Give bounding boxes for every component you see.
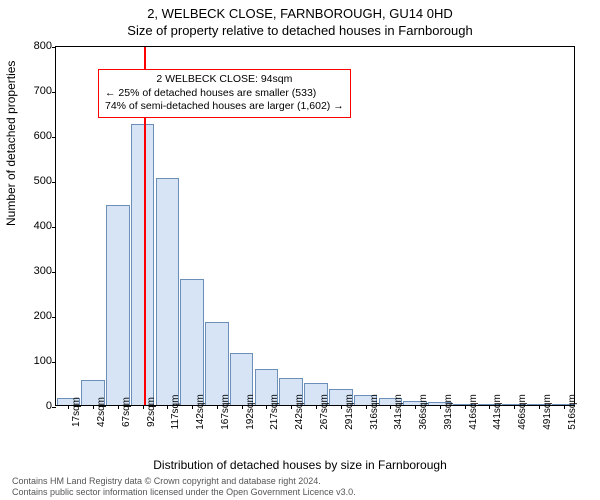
xtick-label: 366sqm [418,394,429,430]
ytick-label: 100 [34,355,52,367]
ytick-label: 500 [34,175,52,187]
ytick-mark [52,47,56,48]
xtick-mark [242,405,243,409]
ytick-mark [52,317,56,318]
footer-line1: Contains HM Land Registry data © Crown c… [12,476,588,487]
xtick-label: 142sqm [195,394,206,430]
xtick-label: 491sqm [542,394,553,430]
xtick-label: 341sqm [393,394,404,430]
x-axis-label: Distribution of detached houses by size … [0,458,600,472]
ytick-mark [52,92,56,93]
xtick-mark [291,405,292,409]
histogram-bar [156,178,180,405]
xtick-mark [489,405,490,409]
xtick-label: 117sqm [170,395,181,430]
xtick-mark [192,405,193,409]
ytick-mark [52,272,56,273]
xtick-mark [143,405,144,409]
xtick-label: 267sqm [319,394,330,430]
histogram-bar [106,205,130,405]
xtick-label: 67sqm [121,397,132,427]
ytick-mark [52,407,56,408]
xtick-mark [539,405,540,409]
footer-line2: Contains public sector information licen… [12,487,588,498]
xtick-label: 192sqm [245,394,256,430]
xtick-label: 466sqm [517,394,528,430]
xtick-mark [390,405,391,409]
ytick-mark [52,182,56,183]
xtick-mark [366,405,367,409]
xtick-mark [118,405,119,409]
xtick-mark [316,405,317,409]
ytick-label: 300 [34,265,52,277]
annotation-box: 2 WELBECK CLOSE: 94sqm ← 25% of detached… [98,69,351,118]
xtick-label: 167sqm [220,394,231,430]
xtick-label: 516sqm [567,394,578,430]
xtick-label: 242sqm [294,394,305,430]
ytick-label: 0 [46,400,52,412]
histogram-bar [180,279,204,405]
xtick-mark [93,405,94,409]
y-axis-label: Number of detached properties [4,61,18,226]
chart-title-main: 2, WELBECK CLOSE, FARNBOROUGH, GU14 0HD [0,0,600,21]
xtick-mark [266,405,267,409]
annotation-title: 2 WELBECK CLOSE: 94sqm [105,73,344,87]
ytick-label: 600 [34,130,52,142]
annotation-line1: ← 25% of detached houses are smaller (53… [105,87,344,101]
xtick-mark [564,405,565,409]
xtick-mark [341,405,342,409]
plot-area: 2 WELBECK CLOSE: 94sqm ← 25% of detached… [55,46,575,406]
xtick-label: 291sqm [344,394,355,430]
ytick-label: 200 [34,310,52,322]
histogram-bar [205,322,229,405]
xtick-label: 316sqm [369,394,380,430]
xtick-mark [217,405,218,409]
ytick-label: 700 [34,85,52,97]
ytick-mark [52,137,56,138]
xtick-label: 42sqm [96,397,107,427]
ytick-label: 400 [34,220,52,232]
annotation-line2: 74% of semi-detached houses are larger (… [105,100,344,114]
chart-title-sub: Size of property relative to detached ho… [0,21,600,38]
xtick-label: 441sqm [492,394,503,430]
xtick-mark [68,405,69,409]
ytick-mark [52,362,56,363]
xtick-mark [415,405,416,409]
xtick-label: 391sqm [443,394,454,430]
xtick-mark [440,405,441,409]
histogram-bar [131,124,155,405]
xtick-label: 92sqm [146,397,157,427]
ytick-label: 800 [34,40,52,52]
ytick-mark [52,227,56,228]
xtick-mark [167,405,168,409]
xtick-mark [465,405,466,409]
footer-attribution: Contains HM Land Registry data © Crown c… [12,476,588,498]
xtick-label: 17sqm [71,397,82,427]
xtick-mark [514,405,515,409]
xtick-label: 217sqm [269,394,280,430]
xtick-label: 416sqm [468,394,479,430]
